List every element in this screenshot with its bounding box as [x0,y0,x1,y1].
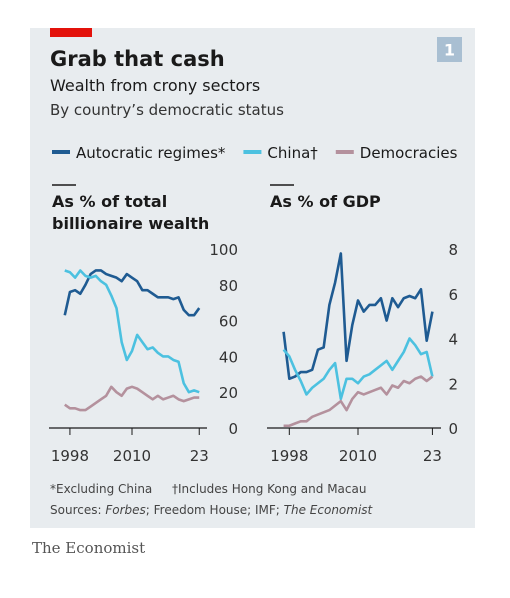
source-part: ; Freedom House; IMF; [146,503,284,517]
subtitle: Wealth from crony sectors [50,76,260,95]
y-tick-label: 40 [219,348,238,366]
x-tick-label: 23 [190,447,209,465]
x-tick-label: 1998 [51,447,89,465]
source: Sources: Forbes; Freedom House; IMF; The… [50,503,374,517]
y-tick-label: 60 [219,313,238,331]
y-tick-label: 0 [448,420,458,438]
y-tick-label: 4 [448,331,458,349]
legend-label: Autocratic regimes* [76,144,226,162]
series-line [64,385,200,412]
x-tick-label: 1998 [270,447,308,465]
series-line [64,269,200,394]
brand: The Economist [32,539,145,557]
x-tick-label: 2010 [113,447,151,465]
badge-box [437,37,462,62]
y-tick-label: 80 [219,277,238,295]
panel-background [30,28,475,528]
y-tick-label: 0 [228,420,238,438]
series-line [282,252,434,381]
panel-title: As % of GDP [270,192,381,211]
series-line [282,337,434,401]
footnote: *Excluding China [50,482,152,496]
source-part: Sources: [50,503,105,517]
series-line [283,375,434,428]
source-part: Forbes [105,503,145,517]
legend-label: China† [267,144,318,162]
y-tick-label: 20 [219,384,238,402]
y-tick-label: 6 [448,286,458,304]
badge: 1 [444,41,455,60]
y-tick-label: 2 [448,375,458,393]
title: Grab that cash [50,47,225,71]
legend-label: Democracies [360,144,458,162]
x-tick-label: 23 [423,447,442,465]
panel-title: As % of total [52,192,167,211]
series-line [63,269,201,317]
legend: Autocratic regimes* China† Democracies [52,144,458,162]
red-tag [50,28,92,37]
x-tick-label: 2010 [339,447,377,465]
y-tick-label: 100 [209,241,238,259]
panel-title: billionaire wealth [52,214,209,233]
subtitle2: By country’s democratic status [50,101,284,119]
source-part: The Economist [284,503,374,517]
y-tick-label: 8 [448,241,458,259]
footnote: †Includes Hong Kong and Macau [172,482,366,496]
